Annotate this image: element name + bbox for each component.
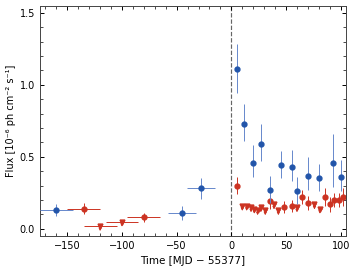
X-axis label: Time [MJD − 55377]: Time [MJD − 55377]: [141, 256, 246, 267]
Y-axis label: Flux [10⁻⁶ ph cm⁻² s⁻¹]: Flux [10⁻⁶ ph cm⁻² s⁻¹]: [6, 65, 16, 177]
